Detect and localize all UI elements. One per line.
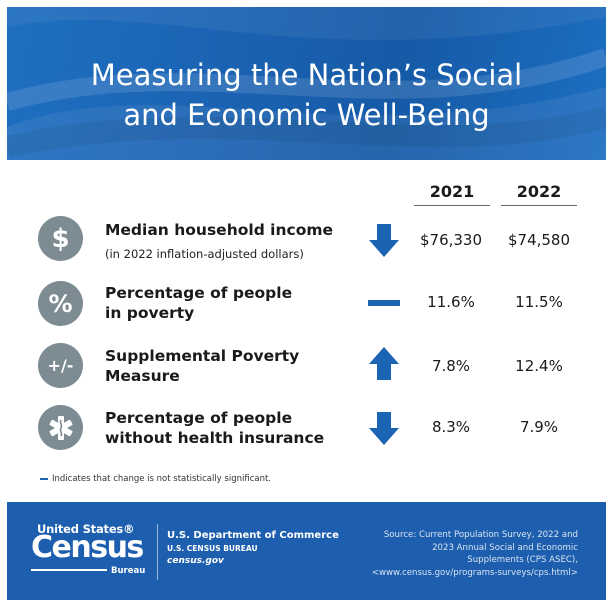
row-label-text: Median household income <box>105 221 334 239</box>
footer-banner: United States® Census Bureau U.S. Depart… <box>7 502 606 600</box>
logo-bureau: Bureau <box>111 566 146 576</box>
row-label-line-1: Supplemental Poverty <box>105 347 300 365</box>
year-header-2022: 2022 <box>516 182 562 201</box>
source-line-3: Supplements (CPS ASEC), <box>467 555 578 565</box>
year-rule-2022 <box>501 205 577 206</box>
source-citation: Source: Current Population Survey, 2022 … <box>338 529 578 579</box>
title-line-1: Measuring the Nation’s Social <box>90 58 523 92</box>
value-2022-median-income: $74,580 <box>507 231 571 249</box>
not-significant-dash-icon <box>368 300 400 306</box>
medical-star-glyph <box>48 415 73 440</box>
census-gov-link[interactable]: census.gov <box>167 556 224 566</box>
row-label-line-2: without health insurance <box>105 429 325 447</box>
dash-icon <box>40 478 48 480</box>
row-label-poverty: Percentage of people in poverty <box>105 283 370 323</box>
source-url[interactable]: <www.census.gov/programs-surveys/cps.htm… <box>371 567 578 578</box>
row-label-health-insurance: Percentage of people without health insu… <box>105 408 370 448</box>
row-label-spm: Supplemental Poverty Measure <box>105 346 370 386</box>
footer-divider <box>157 524 158 580</box>
row-label-median-income: Median household income (in 2022 inflati… <box>105 220 370 264</box>
percent-icon: % <box>38 281 83 326</box>
value-2021-health-insurance: 8.3% <box>431 418 471 436</box>
plus-minus-icon: +/- <box>38 343 83 388</box>
dept-census-bureau: U.S. CENSUS BUREAU <box>167 544 258 553</box>
value-2022-poverty: 11.5% <box>515 293 563 311</box>
dollar-icon: $ <box>38 216 83 261</box>
row-label-line-1: Percentage of people <box>105 409 293 427</box>
down-arrow-icon <box>369 412 399 445</box>
row-label-line-1: Percentage of people <box>105 284 293 302</box>
department-info: U.S. Department of Commerce U.S. CENSUS … <box>167 530 347 566</box>
logo-rule <box>31 569 107 571</box>
logo-census: Census <box>31 530 144 565</box>
header-banner: Measuring the Nation’s Social and Econom… <box>7 7 606 160</box>
value-2021-median-income: $76,330 <box>419 231 483 249</box>
value-2021-spm: 7.8% <box>431 357 471 375</box>
value-2022-spm: 12.4% <box>515 357 563 375</box>
row-label-line-2: in poverty <box>105 304 195 322</box>
year-header-2021: 2021 <box>429 182 475 201</box>
year-rule-2021 <box>414 205 490 206</box>
source-line-1: Source: Current Population Survey, 2022 … <box>383 530 578 540</box>
value-2021-poverty: 11.6% <box>427 293 475 311</box>
logo-united-states: United States® <box>37 522 135 536</box>
row-label-line-2: Measure <box>105 367 180 385</box>
dept-commerce: U.S. Department of Commerce <box>167 530 339 541</box>
census-logo: United States® Census Bureau <box>31 522 151 582</box>
header-wave-decoration <box>7 7 606 160</box>
source-line-2: 2023 Annual Social and Economic <box>432 542 578 553</box>
page-title: Measuring the Nation’s Social and Econom… <box>7 55 606 135</box>
up-arrow-icon <box>369 347 399 380</box>
value-2022-health-insurance: 7.9% <box>519 418 559 436</box>
title-line-2: and Economic Well-Being <box>123 98 490 132</box>
footnote-text: Indicates that change is not statistical… <box>52 474 272 484</box>
row-sublabel: (in 2022 inflation-adjusted dollars) <box>105 247 304 261</box>
medical-star-icon <box>38 405 83 450</box>
down-arrow-icon <box>369 224 399 257</box>
footnote: Indicates that change is not statistical… <box>40 474 271 484</box>
